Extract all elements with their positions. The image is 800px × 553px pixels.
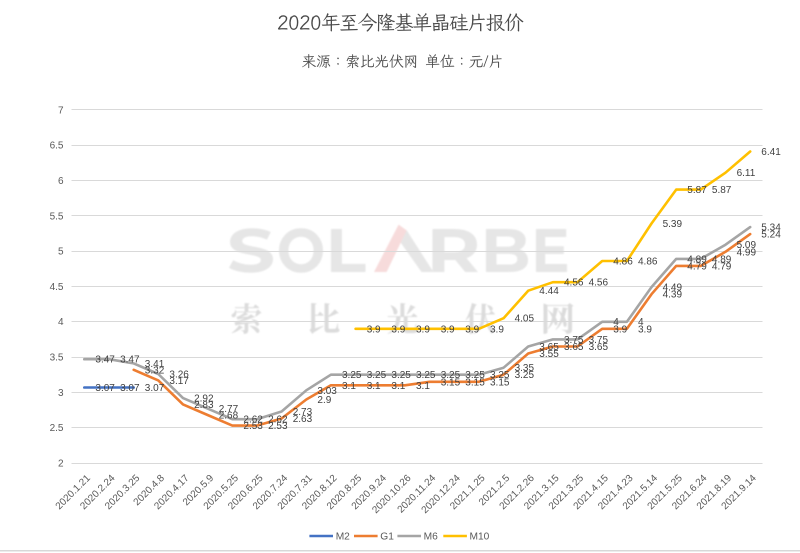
svg-text:2: 2	[58, 459, 64, 470]
svg-text:2.62: 2.62	[243, 415, 263, 426]
svg-text:2.77: 2.77	[219, 404, 239, 415]
svg-text:3.07: 3.07	[120, 383, 140, 394]
svg-text:3.35: 3.35	[515, 363, 535, 374]
svg-text:3.9: 3.9	[638, 324, 652, 335]
svg-text:4.79: 4.79	[712, 261, 732, 272]
svg-text:4.39: 4.39	[663, 290, 683, 301]
svg-text:3.9: 3.9	[367, 324, 381, 335]
svg-text:4.56: 4.56	[564, 278, 584, 289]
svg-text:2.68: 2.68	[219, 411, 239, 422]
svg-text:7: 7	[58, 105, 64, 116]
svg-text:3.1: 3.1	[342, 381, 356, 392]
svg-text:3.41: 3.41	[145, 359, 165, 370]
svg-text:5.87: 5.87	[712, 185, 732, 196]
svg-text:5: 5	[58, 247, 64, 258]
svg-text:3.25: 3.25	[416, 370, 436, 381]
svg-text:4: 4	[638, 317, 644, 328]
svg-text:3.9: 3.9	[416, 324, 430, 335]
svg-text:4.56: 4.56	[589, 278, 609, 289]
svg-text:2.53: 2.53	[243, 421, 263, 432]
svg-text:3.5: 3.5	[50, 353, 64, 364]
svg-text:6.11: 6.11	[737, 168, 756, 179]
svg-text:3.75: 3.75	[564, 335, 584, 346]
svg-text:4.89: 4.89	[712, 254, 732, 265]
svg-text:4.5: 4.5	[50, 282, 64, 293]
svg-text:3.03: 3.03	[317, 386, 337, 397]
svg-text:3.25: 3.25	[441, 370, 461, 381]
svg-text:4: 4	[613, 317, 619, 328]
svg-text:4.86: 4.86	[638, 257, 658, 268]
svg-text:3.55: 3.55	[539, 349, 559, 360]
svg-text:3.25: 3.25	[342, 370, 362, 381]
svg-text:4: 4	[58, 317, 64, 328]
svg-text:3.15: 3.15	[490, 377, 510, 388]
svg-text:5.34: 5.34	[761, 223, 781, 234]
svg-text:3.25: 3.25	[490, 370, 510, 381]
svg-text:M2: M2	[336, 532, 350, 543]
svg-text:3.32: 3.32	[145, 365, 165, 376]
svg-text:3.07: 3.07	[145, 383, 165, 394]
svg-text:3.9: 3.9	[613, 324, 627, 335]
svg-text:3.9: 3.9	[465, 324, 479, 335]
svg-text:3.65: 3.65	[539, 342, 559, 353]
svg-text:M10: M10	[470, 532, 490, 543]
svg-text:4.79: 4.79	[687, 261, 707, 272]
svg-text:6.41: 6.41	[761, 147, 781, 158]
svg-text:3.47: 3.47	[95, 355, 115, 366]
svg-text:3.65: 3.65	[564, 342, 584, 353]
svg-text:2.9: 2.9	[317, 395, 331, 406]
svg-text:3.15: 3.15	[441, 377, 461, 388]
svg-text:2.73: 2.73	[293, 407, 313, 418]
svg-text:3.9: 3.9	[490, 324, 504, 335]
svg-text:3.25: 3.25	[391, 370, 411, 381]
svg-text:5.87: 5.87	[687, 185, 707, 196]
svg-text:3.1: 3.1	[367, 381, 381, 392]
svg-text:3.75: 3.75	[589, 335, 609, 346]
svg-text:3: 3	[58, 388, 64, 399]
svg-text:3.1: 3.1	[391, 381, 405, 392]
svg-text:4.05: 4.05	[515, 314, 535, 325]
svg-text:4.89: 4.89	[687, 254, 707, 265]
svg-text:4.49: 4.49	[663, 283, 683, 294]
svg-text:3.17: 3.17	[169, 376, 189, 387]
svg-text:6: 6	[58, 176, 64, 187]
svg-text:M6: M6	[424, 532, 438, 543]
svg-text:3.1: 3.1	[416, 381, 430, 392]
svg-text:3.9: 3.9	[391, 324, 405, 335]
svg-text:3.9: 3.9	[441, 324, 455, 335]
svg-text:3.47: 3.47	[120, 355, 140, 366]
svg-text:3.25: 3.25	[367, 370, 387, 381]
svg-text:3.25: 3.25	[515, 370, 535, 381]
svg-text:2.62: 2.62	[268, 415, 288, 426]
svg-text:5.5: 5.5	[50, 211, 64, 222]
svg-text:6.5: 6.5	[50, 141, 64, 152]
svg-text:4.86: 4.86	[613, 257, 633, 268]
svg-text:G1: G1	[380, 532, 394, 543]
svg-text:2.5: 2.5	[50, 423, 64, 434]
svg-text:2.83: 2.83	[194, 400, 214, 411]
svg-text:2.92: 2.92	[194, 394, 214, 405]
svg-text:5.24: 5.24	[761, 230, 781, 241]
svg-text:4.44: 4.44	[539, 286, 559, 297]
svg-text:3.07: 3.07	[95, 383, 115, 394]
svg-text:3.25: 3.25	[465, 370, 485, 381]
svg-text:2.53: 2.53	[268, 421, 288, 432]
svg-text:5.09: 5.09	[737, 240, 757, 251]
svg-text:5.39: 5.39	[663, 219, 683, 230]
svg-text:3.26: 3.26	[169, 370, 189, 381]
svg-text:3.15: 3.15	[465, 377, 485, 388]
svg-text:2.63: 2.63	[293, 414, 313, 425]
svg-text:3.65: 3.65	[589, 342, 609, 353]
svg-text:4.99: 4.99	[737, 247, 757, 258]
